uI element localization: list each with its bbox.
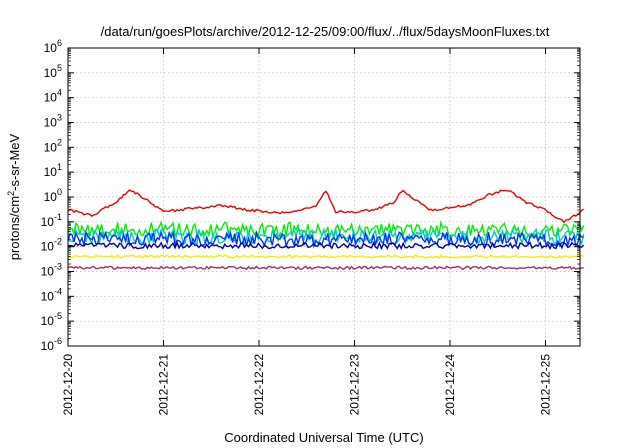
- x-tick-label: 2012-12-20: [61, 354, 75, 416]
- y-tick-label: 10-4: [41, 286, 62, 303]
- y-tick-label: 106: [44, 38, 62, 55]
- y-tick-label: 10-6: [41, 336, 62, 353]
- y-tick-label: 10-5: [41, 311, 62, 328]
- series-line-1: [67, 189, 585, 224]
- chart-title: /data/run/goesPlots/archive/2012-12-25/0…: [101, 24, 550, 39]
- y-tick-label: 10-2: [41, 237, 62, 254]
- y-tick-label: 10-3: [41, 262, 62, 279]
- y-tick-label: 103: [44, 113, 62, 130]
- grid-lines: [68, 48, 580, 346]
- y-axis-label: protons/cm2-s-sr-MeV: [6, 133, 22, 260]
- y-tick-label: 102: [44, 137, 62, 154]
- y-tick-label: 10-1: [41, 212, 62, 229]
- x-tick-label: 2012-12-23: [348, 354, 362, 416]
- x-tick-label: 2012-12-25: [539, 354, 553, 416]
- x-tick-label: 2012-12-22: [252, 354, 266, 416]
- series-line-6: [67, 254, 584, 259]
- series-line-4: [67, 229, 584, 249]
- y-tick-label: 105: [44, 63, 62, 80]
- x-axis-ticks: 2012-12-20 2012-12-21 2012-12-22 2012-12-23…: [61, 48, 553, 415]
- y-tick-label: 101: [44, 162, 62, 179]
- x-tick-label: 2012-12-24: [443, 354, 457, 416]
- y-axis-ticks: 106 105 104 103 102 101 100 10-1 10-2 10-3 10-4 10-…: [41, 38, 580, 353]
- series-line-2: [67, 219, 585, 239]
- series-group: [67, 189, 585, 271]
- x-axis-label: Coordinated Universal Time (UTC): [224, 430, 423, 445]
- y-tick-label: 100: [44, 187, 62, 204]
- series-line-7: [67, 265, 584, 271]
- x-tick-label: 2012-12-21: [157, 354, 171, 416]
- series-line-5: [67, 240, 585, 251]
- y-tick-label: 104: [44, 88, 62, 105]
